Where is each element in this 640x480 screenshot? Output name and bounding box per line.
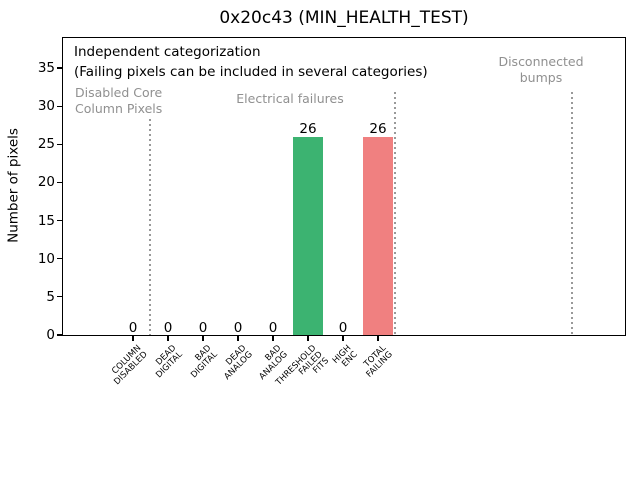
y-tick-label: 10 (37, 250, 55, 267)
bar-value-label: 0 (233, 319, 243, 336)
bar-value-label: 0 (128, 319, 138, 336)
y-tick-label: 5 (46, 288, 55, 305)
x-tick-mark (202, 336, 204, 341)
y-tick-label: 35 (37, 59, 55, 76)
x-tick-mark (377, 336, 379, 341)
y-tick-mark (57, 258, 62, 260)
chart-title: 0x20c43 (MIN_HEALTH_TEST) (219, 8, 469, 28)
section-divider-line (394, 92, 396, 335)
section-label-disabled-core-column-pixels: Disabled Core Column Pixels (75, 85, 163, 116)
y-tick-label: 20 (37, 174, 55, 191)
plot-area (62, 37, 626, 336)
section-label-electrical-failures: Electrical failures (236, 91, 344, 106)
x-tick-mark (167, 336, 169, 341)
annotation-failing-pixels-note: (Failing pixels can be included in sever… (74, 64, 428, 80)
section-divider-line (571, 92, 573, 335)
y-tick-label: 25 (37, 136, 55, 153)
bar-value-label: 0 (163, 319, 173, 336)
y-tick-mark (57, 105, 62, 107)
bar-value-label: 0 (268, 319, 278, 336)
y-tick-label: 15 (37, 212, 55, 229)
y-tick-mark (57, 296, 62, 298)
x-tick-mark (132, 336, 134, 341)
bar-value-label: 0 (198, 319, 208, 336)
x-tick-mark (307, 336, 309, 341)
y-tick-mark (57, 181, 62, 183)
bar (363, 136, 393, 335)
section-label-disconnected-bumps: Disconnected bumps (498, 54, 584, 85)
y-tick-label: 30 (37, 98, 55, 115)
x-tick-mark (342, 336, 344, 341)
y-tick-mark (57, 334, 62, 336)
y-tick-label: 0 (46, 327, 55, 343)
y-tick-mark (57, 143, 62, 145)
bar-value-label: 26 (299, 121, 317, 138)
annotation-independent-categorization: Independent categorization (74, 44, 261, 60)
bar-value-label: 0 (338, 319, 348, 336)
x-tick-mark (272, 336, 274, 341)
x-tick-mark (237, 336, 239, 341)
y-tick-mark (57, 67, 62, 69)
section-divider-line (149, 119, 151, 335)
bar-value-label: 26 (369, 121, 387, 138)
bar (293, 136, 323, 335)
y-tick-mark (57, 219, 62, 222)
